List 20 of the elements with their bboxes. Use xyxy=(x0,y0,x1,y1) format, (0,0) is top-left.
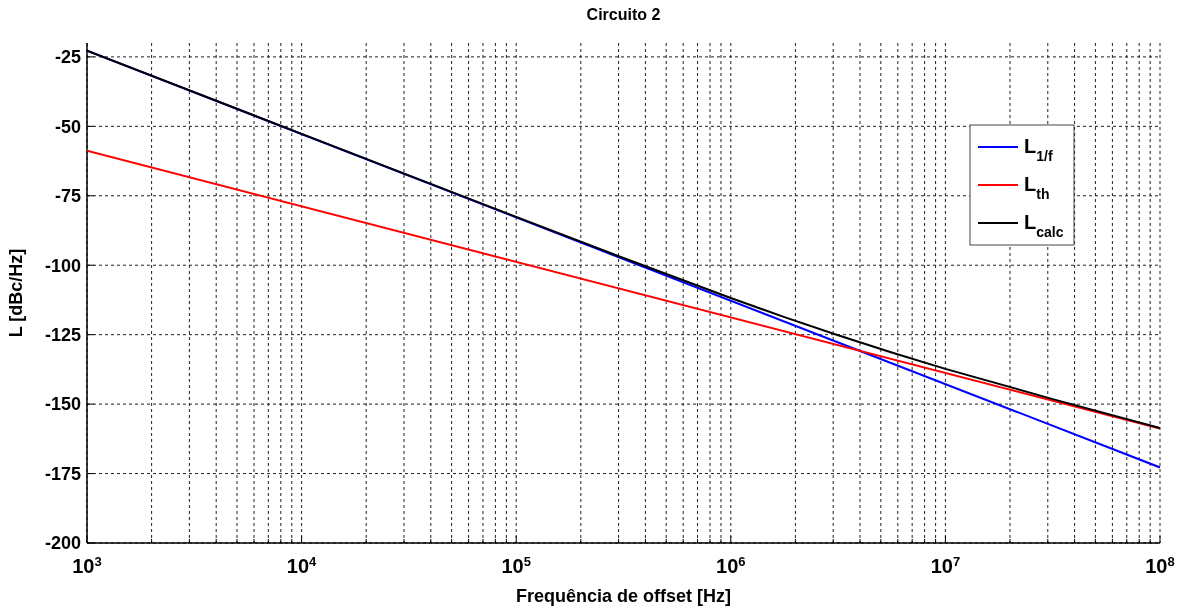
x-tick-label: 10$^{8}$ xyxy=(1145,553,1175,577)
x-tick-label: 10$^{7}$ xyxy=(930,553,961,577)
x-tick-label: 10$^{5}$ xyxy=(501,553,531,577)
chart-title: Circuito 2 xyxy=(586,6,661,23)
y-tick-label: -200 xyxy=(44,533,81,554)
y-tick-label: -50 xyxy=(54,116,81,137)
y-tick-label: -25 xyxy=(54,47,81,68)
y-tick-label: -125 xyxy=(44,324,81,345)
legend-label: L$_{calc}$ xyxy=(1024,211,1064,240)
x-axis-title: Frequência de offset [Hz] xyxy=(515,586,732,606)
x-tick-label: 10$^{3}$ xyxy=(72,553,102,577)
x-tick-label: 10$^{4}$ xyxy=(286,553,318,577)
legend-label: L$_{th}$ xyxy=(1024,173,1050,202)
y-axis-title: L [dBc/Hz] xyxy=(6,248,26,338)
legend-label: L$_{1/f}$ xyxy=(1024,135,1053,164)
y-tick-label: -100 xyxy=(44,255,81,276)
x-tick-label: 10$^{6}$ xyxy=(716,553,746,577)
y-tick-label: -75 xyxy=(54,186,81,207)
y-tick-label: -150 xyxy=(44,394,81,415)
y-tick-label: -175 xyxy=(44,463,81,484)
